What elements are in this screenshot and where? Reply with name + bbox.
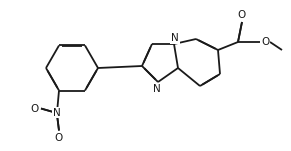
Text: O: O — [31, 104, 39, 114]
Text: N: N — [53, 108, 61, 117]
Text: N: N — [153, 84, 161, 94]
Text: O: O — [55, 133, 63, 143]
Text: O: O — [261, 37, 269, 47]
Text: O: O — [238, 10, 246, 20]
Text: N: N — [171, 33, 179, 43]
